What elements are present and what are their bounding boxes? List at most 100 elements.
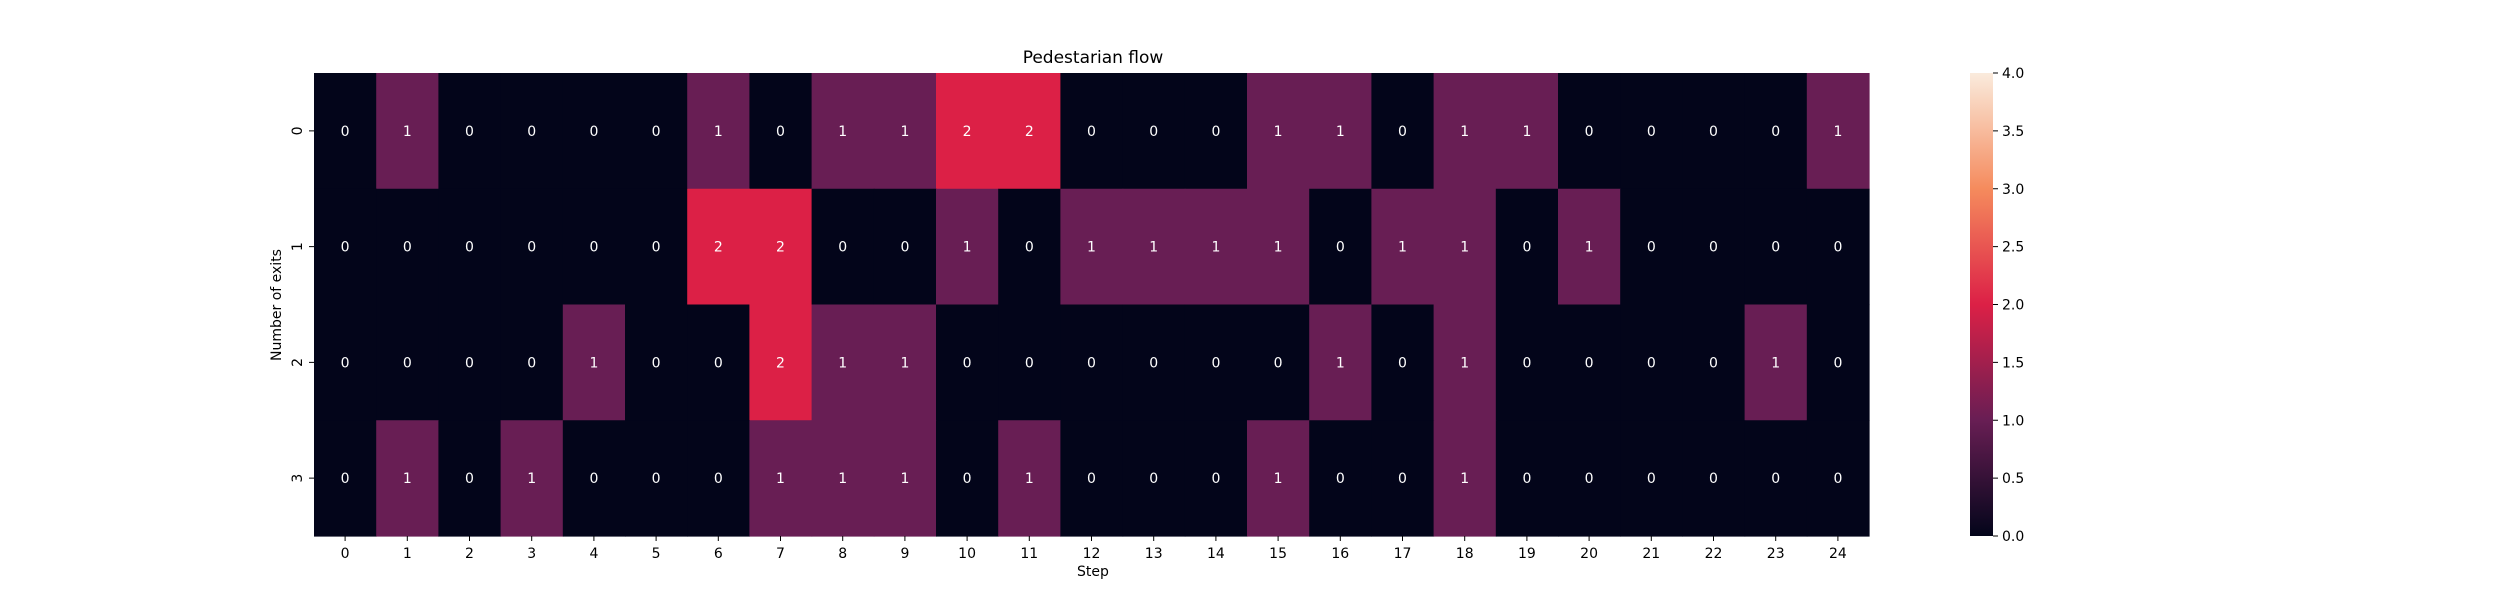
heatmap-cell-label: 1	[589, 355, 598, 371]
colorbar-ticks: 0.0 0.5 1.0 1.5 2.0 2.5 3.0 3.5 4.0	[1993, 66, 2024, 545]
heatmap-cell-label: 1	[1274, 240, 1283, 256]
heatmap-cell	[749, 420, 813, 537]
x-tick-label: 12	[1083, 546, 1101, 562]
heatmap-cell-label: 0	[527, 355, 536, 371]
heatmap-cell-label: 0	[714, 471, 723, 487]
heatmap-cell	[998, 304, 1061, 421]
heatmap-cell-labels: 0 1 0 0 0 0 1 0 1 1 2 2 0 0 0 1 1 0 1 1 0 0 0 0 1 0 0 0 0 0 0 2 2 0 0 1 0 1 1 1…	[341, 124, 1843, 487]
heatmap-cell	[1184, 73, 1248, 190]
heatmap-cell-label: 0	[1709, 240, 1718, 256]
heatmap-cell-label: 1	[1336, 355, 1345, 371]
heatmap-cell	[1433, 73, 1497, 190]
heatmap-cell	[1495, 188, 1559, 306]
heatmap-cell	[1060, 188, 1124, 306]
heatmap-cell	[1371, 304, 1435, 421]
heatmap-cell-label: 0	[1647, 355, 1656, 371]
heatmap-cell-label: 0	[1833, 355, 1842, 371]
x-tick-label: 23	[1767, 546, 1785, 562]
heatmap-cell	[314, 304, 377, 421]
y-tick-label: 2	[290, 358, 306, 367]
heatmap-cell-label: 0	[403, 355, 412, 371]
heatmap-cell	[1184, 420, 1248, 537]
heatmap-cell	[873, 304, 937, 421]
heatmap-cell	[500, 304, 564, 421]
heatmap-cell	[1309, 73, 1372, 190]
heatmap-cell	[1122, 188, 1186, 306]
x-tick-label: 19	[1518, 546, 1536, 562]
x-axis: 0 1 2 3 4 5 6 7 8 9 10 11 12 13 14 15 16 17 18 19 20 21 22 23 24	[341, 536, 1847, 562]
heatmap-cell-label: 0	[403, 240, 412, 256]
heatmap-cell-label: 0	[1709, 124, 1718, 140]
heatmap-cell-label: 0	[527, 124, 536, 140]
heatmap-cell	[998, 73, 1061, 190]
heatmap-cell-label: 0	[1647, 240, 1656, 256]
x-tick-label: 10	[958, 546, 976, 562]
heatmap-cell	[1682, 73, 1746, 190]
heatmap-cell-label: 0	[1211, 124, 1220, 140]
heatmap-cell	[1122, 420, 1186, 537]
heatmap-cell	[1495, 304, 1559, 421]
heatmap-cell	[749, 188, 813, 306]
heatmap-cell	[562, 188, 626, 306]
heatmap-cell	[1806, 420, 1870, 537]
x-tick-label: 17	[1394, 546, 1412, 562]
heatmap-cell-label: 0	[1585, 124, 1594, 140]
heatmap-cell	[625, 188, 688, 306]
heatmap-cell-label: 1	[1771, 355, 1780, 371]
heatmap-cell	[687, 73, 750, 190]
heatmap-cell-label: 0	[527, 240, 536, 256]
x-tick-label: 1	[403, 546, 412, 562]
heatmap-cell-label: 0	[1585, 471, 1594, 487]
heatmap-cell-label: 1	[900, 471, 909, 487]
heatmap-cell-label: 0	[1709, 471, 1718, 487]
heatmap-cell-label: 0	[1647, 124, 1656, 140]
heatmap-cell-label: 0	[1211, 355, 1220, 371]
x-tick-label: 18	[1456, 546, 1474, 562]
heatmap-cell	[1060, 420, 1124, 537]
heatmap-cell-label: 0	[652, 124, 661, 140]
heatmap-cell-label: 1	[1025, 471, 1034, 487]
heatmap-cell	[1495, 73, 1559, 190]
heatmap-cell	[1620, 304, 1683, 421]
heatmap-cell	[1309, 188, 1372, 306]
heatmap-cell	[811, 73, 875, 190]
y-tick-label: 1	[290, 242, 306, 251]
heatmap-cell	[1744, 188, 1808, 306]
heatmap-cell	[1122, 73, 1186, 190]
heatmap-cell	[1620, 188, 1683, 306]
heatmap-cell-label: 2	[963, 124, 972, 140]
colorbar-tick-label: 2.0	[2002, 298, 2024, 314]
y-tick-label: 0	[290, 126, 306, 135]
heatmap-cell	[1806, 304, 1870, 421]
heatmap-cell	[1744, 304, 1808, 421]
heatmap-cell-label: 1	[838, 355, 847, 371]
heatmap-cell	[687, 188, 750, 306]
heatmap-cell	[562, 304, 626, 421]
heatmap-cell-label: 1	[1274, 471, 1283, 487]
heatmap-cell	[1309, 304, 1372, 421]
heatmap-cell-label: 0	[1771, 471, 1780, 487]
x-tick-label: 8	[838, 546, 847, 562]
y-axis: 0 1 2 3	[290, 126, 314, 483]
heatmap-cell	[500, 73, 564, 190]
colorbar-tick-label: 3.5	[2002, 124, 2024, 140]
heatmap-cell-label: 1	[838, 124, 847, 140]
colorbar-tick-label: 1.5	[2002, 355, 2024, 371]
heatmap-cell-label: 0	[1274, 355, 1283, 371]
heatmap-cell-label: 0	[465, 355, 474, 371]
heatmap-cell-label: 1	[900, 355, 909, 371]
heatmap-cell	[687, 304, 750, 421]
heatmap-cell-label: 0	[1087, 124, 1096, 140]
heatmap-cell-label: 0	[1087, 471, 1096, 487]
heatmap-cell-label: 0	[341, 124, 350, 140]
heatmap-cell-label: 0	[1771, 124, 1780, 140]
heatmap-cell	[873, 73, 937, 190]
heatmap-cell	[625, 420, 688, 537]
heatmap-cell	[438, 188, 502, 306]
x-tick-label: 22	[1705, 546, 1723, 562]
heatmap-cell-label: 1	[1833, 124, 1842, 140]
heatmap-cell-label: 1	[403, 124, 412, 140]
heatmap-cell	[936, 304, 999, 421]
heatmap-cell	[811, 188, 875, 306]
